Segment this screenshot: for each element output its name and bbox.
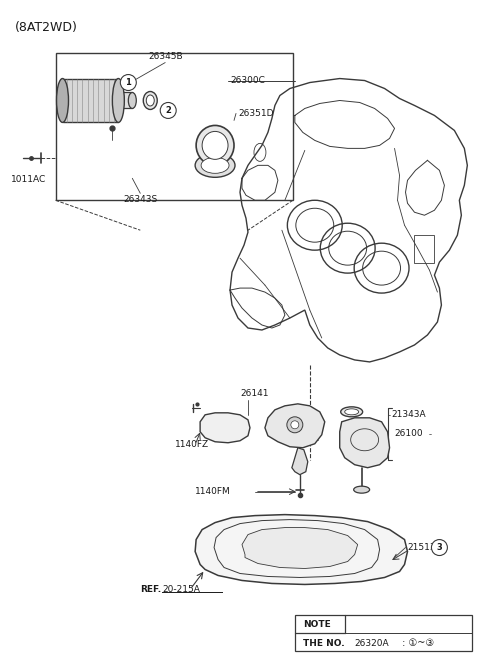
Text: 26343S: 26343S (123, 195, 157, 204)
Polygon shape (242, 528, 358, 568)
Ellipse shape (341, 407, 363, 417)
Circle shape (160, 102, 176, 118)
Polygon shape (195, 514, 408, 585)
Circle shape (432, 539, 447, 556)
Text: : ①~③: : ①~③ (398, 639, 433, 648)
Text: NOTE: NOTE (303, 620, 331, 629)
Text: 20-215A: 20-215A (162, 585, 200, 594)
Polygon shape (292, 448, 308, 475)
Text: 1140FZ: 1140FZ (175, 440, 209, 449)
Ellipse shape (57, 79, 69, 122)
Text: 1: 1 (125, 78, 131, 87)
Polygon shape (200, 413, 250, 443)
Ellipse shape (201, 158, 229, 173)
Text: 26100: 26100 (395, 429, 423, 438)
Ellipse shape (202, 131, 228, 160)
Bar (56, 53, 293, 200)
Text: 21513A: 21513A (408, 543, 442, 552)
Text: 26141: 26141 (240, 389, 269, 398)
Text: (8AT2WD): (8AT2WD) (15, 20, 78, 34)
Ellipse shape (128, 93, 136, 108)
Ellipse shape (196, 125, 234, 166)
Ellipse shape (345, 409, 359, 415)
Ellipse shape (146, 95, 154, 106)
Text: 26300C: 26300C (230, 76, 265, 85)
Bar (295, 616, 472, 651)
Polygon shape (340, 418, 390, 468)
Circle shape (291, 420, 299, 429)
Circle shape (287, 417, 303, 433)
Text: THE NO.: THE NO. (303, 639, 345, 648)
Ellipse shape (195, 153, 235, 177)
Bar (415, 235, 434, 263)
Text: 1140FM: 1140FM (195, 487, 231, 496)
Bar (119, 93, 132, 108)
Ellipse shape (112, 79, 124, 122)
Bar (62, 79, 119, 122)
Text: 26345B: 26345B (148, 51, 182, 60)
Text: 1011AC: 1011AC (11, 175, 46, 185)
Text: REF.: REF. (140, 585, 161, 594)
Text: 21343A: 21343A (392, 411, 426, 419)
Text: 26320A: 26320A (355, 639, 389, 648)
Text: 26351D: 26351D (238, 109, 274, 118)
Circle shape (120, 74, 136, 91)
Text: 3: 3 (436, 543, 442, 552)
Ellipse shape (144, 91, 157, 110)
Text: 2: 2 (165, 106, 171, 115)
Ellipse shape (354, 486, 370, 493)
Polygon shape (230, 79, 468, 362)
Polygon shape (265, 404, 325, 448)
